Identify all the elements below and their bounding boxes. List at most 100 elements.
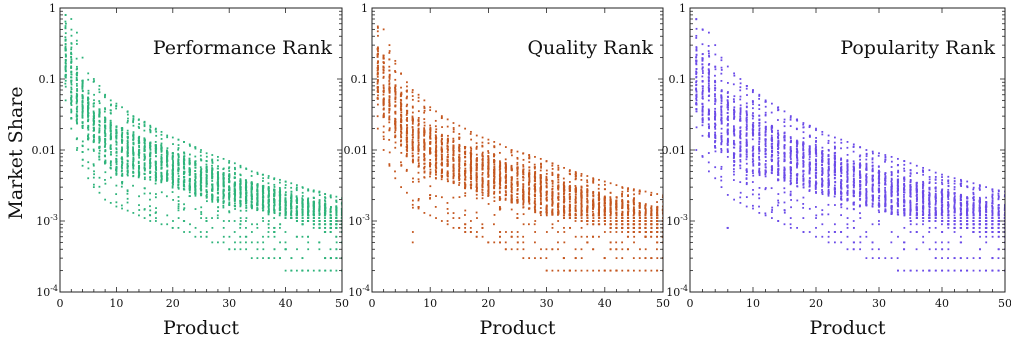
data-point bbox=[406, 143, 408, 146]
data-point bbox=[382, 98, 385, 101]
data-point bbox=[452, 152, 455, 155]
data-point bbox=[394, 70, 396, 72]
data-point bbox=[200, 189, 203, 192]
data-point bbox=[522, 257, 525, 260]
data-point bbox=[516, 187, 519, 190]
data-point bbox=[138, 156, 141, 159]
data-point bbox=[245, 193, 248, 196]
data-point bbox=[155, 134, 158, 137]
data-point bbox=[166, 158, 169, 161]
data-point bbox=[189, 144, 191, 147]
data-point bbox=[160, 160, 163, 163]
data-point bbox=[211, 168, 214, 170]
data-point bbox=[64, 99, 67, 102]
data-point bbox=[324, 223, 327, 226]
data-point bbox=[250, 257, 253, 260]
data-point bbox=[75, 76, 78, 79]
data-point bbox=[557, 198, 560, 201]
data-point bbox=[435, 144, 438, 147]
data-point bbox=[239, 223, 242, 226]
data-point bbox=[98, 121, 101, 123]
data-point bbox=[562, 183, 565, 186]
data-point bbox=[329, 220, 332, 222]
data-point bbox=[400, 130, 403, 133]
data-point bbox=[481, 176, 484, 179]
data-point bbox=[435, 195, 437, 197]
data-point bbox=[382, 75, 385, 78]
data-point bbox=[505, 168, 507, 170]
data-point bbox=[528, 223, 530, 226]
data-point bbox=[423, 107, 426, 110]
data-point bbox=[155, 168, 157, 170]
data-point bbox=[81, 87, 84, 90]
data-point bbox=[318, 220, 321, 222]
data-point bbox=[318, 190, 321, 193]
data-point bbox=[568, 170, 571, 173]
data-point bbox=[284, 231, 287, 233]
data-point bbox=[563, 200, 565, 203]
data-point bbox=[528, 202, 531, 205]
data-point bbox=[250, 193, 253, 195]
data-point bbox=[109, 137, 112, 140]
data-point bbox=[452, 166, 455, 169]
data-point bbox=[469, 154, 472, 157]
data-point bbox=[446, 223, 449, 226]
data-point bbox=[417, 137, 420, 140]
data-point bbox=[307, 200, 309, 202]
data-point bbox=[228, 197, 231, 200]
data-point bbox=[516, 196, 519, 199]
data-point bbox=[412, 161, 414, 164]
data-point bbox=[121, 129, 124, 132]
data-point bbox=[143, 187, 146, 190]
data-point bbox=[423, 159, 426, 162]
data-point bbox=[423, 142, 426, 145]
data-point bbox=[399, 124, 402, 127]
data-point bbox=[323, 231, 326, 233]
data-point bbox=[262, 177, 264, 180]
data-point bbox=[557, 205, 560, 208]
data-point bbox=[256, 223, 259, 226]
data-point bbox=[211, 169, 213, 172]
data-point bbox=[388, 101, 391, 104]
data-point bbox=[65, 22, 67, 25]
y-tick-label: 10-3 bbox=[36, 213, 58, 228]
data-point bbox=[239, 205, 242, 208]
data-point bbox=[127, 117, 129, 120]
data-point bbox=[75, 97, 78, 100]
data-point bbox=[464, 147, 466, 150]
data-point bbox=[376, 67, 379, 70]
data-point bbox=[562, 177, 565, 180]
data-point bbox=[411, 117, 414, 120]
data-point bbox=[510, 164, 513, 167]
data-point bbox=[417, 120, 420, 123]
data-point bbox=[563, 217, 565, 219]
data-point bbox=[452, 196, 455, 199]
data-point bbox=[394, 104, 397, 107]
data-point bbox=[138, 167, 140, 170]
data-point bbox=[499, 162, 501, 164]
data-point bbox=[177, 172, 180, 175]
data-point bbox=[540, 176, 542, 179]
data-point bbox=[183, 155, 185, 158]
data-point bbox=[251, 201, 253, 203]
data-point bbox=[557, 197, 559, 200]
scatter-points bbox=[64, 13, 342, 272]
data-point bbox=[290, 199, 292, 202]
data-point bbox=[464, 176, 467, 179]
data-point bbox=[487, 138, 490, 141]
data-point bbox=[376, 97, 379, 99]
data-point bbox=[423, 162, 426, 165]
data-point bbox=[499, 184, 502, 186]
data-point bbox=[92, 102, 95, 105]
data-point bbox=[177, 167, 180, 169]
data-point bbox=[160, 181, 163, 184]
data-point bbox=[256, 248, 259, 251]
data-point bbox=[172, 177, 174, 180]
data-point bbox=[262, 198, 264, 201]
data-point bbox=[81, 126, 84, 129]
data-point bbox=[188, 177, 191, 180]
data-point bbox=[382, 131, 385, 134]
data-point bbox=[98, 152, 101, 155]
data-point bbox=[510, 151, 513, 154]
data-point bbox=[324, 226, 326, 229]
